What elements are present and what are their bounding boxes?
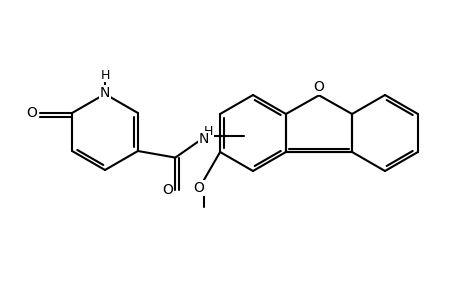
- Text: O: O: [162, 183, 173, 197]
- Text: O: O: [26, 106, 37, 120]
- Text: N: N: [100, 86, 110, 100]
- Text: O: O: [193, 181, 204, 195]
- Text: O: O: [313, 80, 324, 94]
- Text: N: N: [198, 132, 208, 146]
- Text: H: H: [203, 125, 213, 138]
- Text: H: H: [100, 68, 109, 82]
